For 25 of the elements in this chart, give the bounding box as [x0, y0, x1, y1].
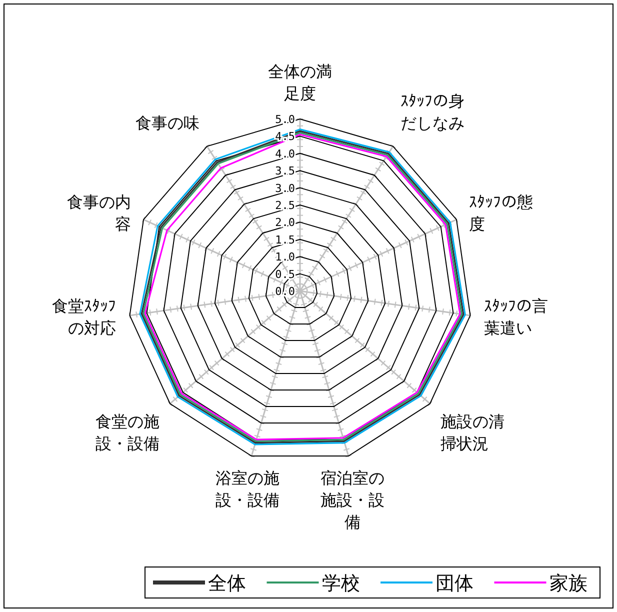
legend-label: 家族 — [549, 572, 588, 594]
spoke-label: 宿泊室の施設・設備 — [320, 468, 384, 532]
spoke-label: 食事の内容 — [66, 192, 131, 234]
y-tick-label: 4.5 — [275, 130, 295, 144]
y-tick-label: 1.0 — [275, 250, 295, 264]
y-tick-label: 4.0 — [275, 147, 295, 160]
legend-label: 学校 — [322, 572, 360, 594]
y-tick-label: 5.0 — [275, 113, 295, 126]
y-tick-label: 3.5 — [275, 164, 295, 178]
y-tick-label: 1.5 — [275, 233, 295, 246]
y-tick-label: 3.0 — [275, 182, 295, 195]
legend-label: 全体 — [208, 572, 246, 594]
spoke-label: 浴室の施設・設備 — [216, 468, 280, 510]
spoke-label: 施設の清掃状況 — [440, 412, 505, 453]
y-tick-label: 2.5 — [275, 199, 295, 212]
spoke-label: 食事の味 — [135, 114, 200, 133]
spoke-label: 食堂の施設・設備 — [95, 412, 160, 453]
y-tick-label: 2.0 — [275, 216, 295, 230]
legend-label: 団体 — [436, 572, 474, 594]
spoke-label: ｽﾀｯﾌの身だしなみ — [400, 92, 465, 133]
y-tick-label: 0.5 — [275, 268, 295, 281]
spoke-label: 食堂ｽﾀｯﾌの対応 — [52, 296, 116, 338]
spoke-label: ｽﾀｯﾌの態度 — [469, 192, 534, 234]
spoke-label: 全体の満足度 — [268, 62, 332, 103]
spoke-label: ｽﾀｯﾌの言葉遣い — [484, 296, 548, 338]
